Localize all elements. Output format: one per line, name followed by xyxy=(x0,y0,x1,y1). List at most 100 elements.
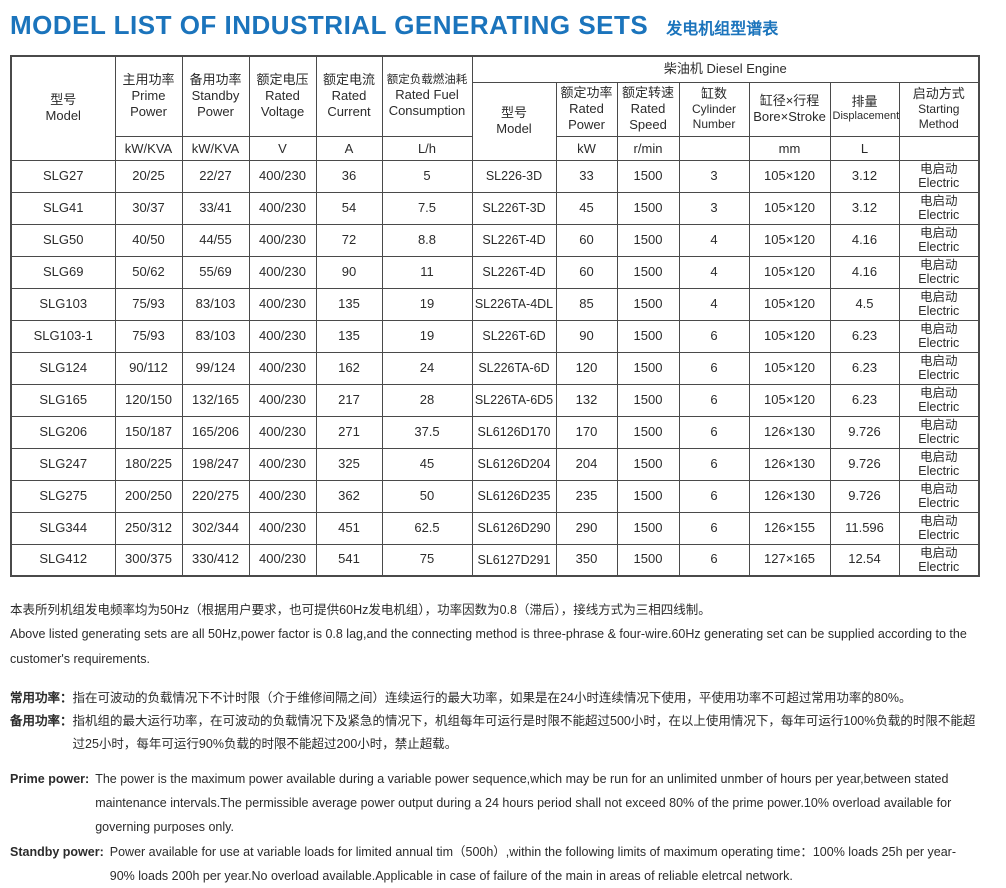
col-header-genset-model-zh: 型号 xyxy=(50,92,77,107)
cell-model: SLG206 xyxy=(10,415,116,449)
cell-prime: 75/93 xyxy=(114,287,183,321)
cell-bore-stroke: 105×120 xyxy=(748,351,831,385)
table-body: SLG27 20/25 22/27 400/230 36 5 SL226-3D 33 1500 3… xyxy=(10,159,980,577)
cell-model: SLG412 xyxy=(10,543,116,577)
page-title: MODEL LIST OF INDUSTRIAL GENERATING SETS xyxy=(10,10,649,40)
cell-starting: 电启动 Electric xyxy=(898,287,980,321)
cell-speed: 1500 xyxy=(616,255,680,289)
table-row: SLG41 30/37 33/41 400/230 54 7.5 SL226T-3D 45 15… xyxy=(10,191,980,225)
cell-cylinders: 4 xyxy=(678,223,750,257)
cell-voltage: 400/230 xyxy=(248,319,317,353)
cell-voltage: 400/230 xyxy=(248,511,317,545)
cell-standby: 198/247 xyxy=(181,447,250,481)
cell-cylinders: 6 xyxy=(678,447,750,481)
col-header-cylinder-number-en: Cylinder Number xyxy=(691,102,736,132)
cell-standby: 302/344 xyxy=(181,511,250,545)
cell-speed: 1500 xyxy=(616,511,680,545)
col-header-fuel-consumption: 额定负载燃油耗 Rated Fuel Consumption xyxy=(381,55,473,137)
cell-displacement: 9.726 xyxy=(829,415,900,449)
cell-standby: 165/206 xyxy=(181,415,250,449)
cell-model: SLG27 xyxy=(10,159,116,193)
unit-displacement: L xyxy=(829,135,900,161)
col-header-standby-power-en: Standby Power xyxy=(191,88,240,120)
col-header-starting-method: 启动方式 Starting Method xyxy=(898,81,980,137)
table-row: SLG275 200/250 220/275 400/230 362 50 SL6126D2… xyxy=(10,479,980,513)
cell-cylinders: 3 xyxy=(678,191,750,225)
cell-cylinders: 6 xyxy=(678,319,750,353)
col-header-cylinder-number-zh: 缸数 xyxy=(700,85,727,101)
cell-cylinders: 6 xyxy=(678,383,750,417)
cell-cylinders: 3 xyxy=(678,159,750,193)
unit-bore-stroke: mm xyxy=(748,135,831,161)
cell-displacement: 4.5 xyxy=(829,287,900,321)
cell-speed: 1500 xyxy=(616,447,680,481)
cell-starting: 电启动 Electric xyxy=(898,415,980,449)
table-row: SLG412 300/375 330/412 400/230 541 75 SL6127D2… xyxy=(10,543,980,577)
note-standby-en: Standby power: Power available for use a… xyxy=(10,840,978,888)
unit-cylinder-number xyxy=(678,135,750,161)
col-header-starting-method-en: Starting Method xyxy=(918,102,960,132)
cell-bore-stroke: 105×120 xyxy=(748,159,831,193)
cell-speed: 1500 xyxy=(616,479,680,513)
cell-current: 54 xyxy=(315,191,383,225)
cell-fuel: 11 xyxy=(381,255,473,289)
cell-starting: 电启动 Electric xyxy=(898,319,980,353)
cell-cylinders: 6 xyxy=(678,479,750,513)
col-header-prime-power: 主用功率 Prime Power xyxy=(114,55,183,137)
cell-model: SLG41 xyxy=(10,191,116,225)
cell-engine-model: SL226-3D xyxy=(471,159,557,193)
cell-voltage: 400/230 xyxy=(248,383,317,417)
cell-model: SLG165 xyxy=(10,383,116,417)
cell-engine-model: SL226T-4D xyxy=(471,223,557,257)
col-header-cylinder-number: 缸数 Cylinder Number xyxy=(678,81,750,137)
cell-prime: 180/225 xyxy=(114,447,183,481)
cell-speed: 1500 xyxy=(616,223,680,257)
cell-standby: 220/275 xyxy=(181,479,250,513)
unit-starting-method xyxy=(898,135,980,161)
cell-current: 135 xyxy=(315,287,383,321)
cell-fuel: 37.5 xyxy=(381,415,473,449)
col-header-rated-voltage-en: Rated Voltage xyxy=(260,88,305,120)
unit-standby-power: kW/KVA xyxy=(181,135,250,161)
cell-voltage: 400/230 xyxy=(248,415,317,449)
cell-bore-stroke: 126×130 xyxy=(748,415,831,449)
col-header-genset-model-en: Model xyxy=(45,108,81,124)
col-header-engine-model: 型号 Model xyxy=(471,81,557,161)
col-header-bore-stroke-zh: 缸径×行程 xyxy=(759,92,820,108)
cell-model: SLG103-1 xyxy=(10,319,116,353)
cell-current: 362 xyxy=(315,479,383,513)
cell-standby: 83/103 xyxy=(181,319,250,353)
cell-fuel: 19 xyxy=(381,287,473,321)
cell-standby: 55/69 xyxy=(181,255,250,289)
cell-bore-stroke: 105×120 xyxy=(748,319,831,353)
cell-prime: 250/312 xyxy=(114,511,183,545)
note-prime-zh-label: 常用功率： xyxy=(10,691,73,706)
cell-prime: 90/112 xyxy=(114,351,183,385)
col-header-rated-power: 额定功率 Rated Power xyxy=(555,81,618,137)
cell-displacement: 4.16 xyxy=(829,223,900,257)
cell-displacement: 12.54 xyxy=(829,543,900,577)
cell-power: 120 xyxy=(555,351,618,385)
col-header-displacement: 排量 Displacement xyxy=(829,81,900,137)
unit-rated-current: A xyxy=(315,135,383,161)
note-prime-en-text: The power is the maximum power available… xyxy=(95,771,952,835)
cell-current: 271 xyxy=(315,415,383,449)
note-frequency-en: Above listed generating sets are all 50H… xyxy=(10,627,967,666)
cell-starting: 电启动 Electric xyxy=(898,351,980,385)
col-header-displacement-zh: 排量 xyxy=(851,94,878,109)
cell-prime: 50/62 xyxy=(114,255,183,289)
note-prime-en: Prime power: The power is the maximum po… xyxy=(10,767,978,840)
cell-cylinders: 4 xyxy=(678,255,750,289)
cell-starting: 电启动 Electric xyxy=(898,479,980,513)
note-standby-zh-label: 备用功率： xyxy=(10,714,73,729)
cell-model: SLG275 xyxy=(10,479,116,513)
cell-speed: 1500 xyxy=(616,159,680,193)
cell-engine-model: SL6126D204 xyxy=(471,447,557,481)
cell-current: 217 xyxy=(315,383,383,417)
cell-model: SLG69 xyxy=(10,255,116,289)
cell-fuel: 24 xyxy=(381,351,473,385)
cell-voltage: 400/230 xyxy=(248,479,317,513)
cell-speed: 1500 xyxy=(616,415,680,449)
cell-starting: 电启动 Electric xyxy=(898,159,980,193)
cell-displacement: 4.16 xyxy=(829,255,900,289)
